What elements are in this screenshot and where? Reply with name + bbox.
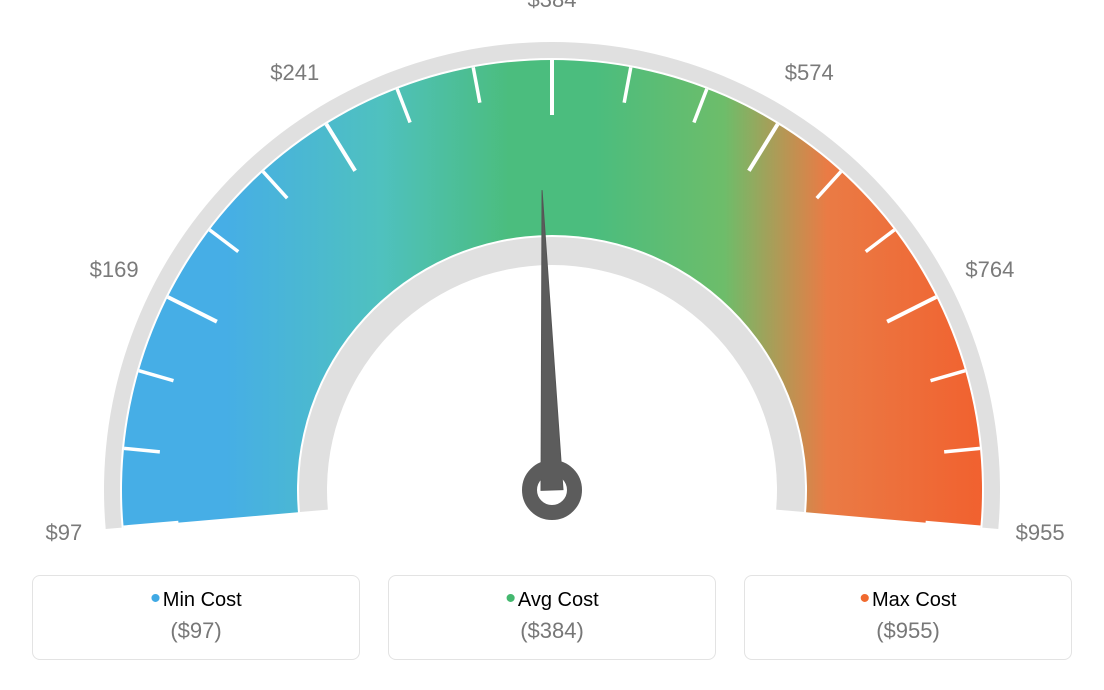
gauge-tick-label: $241 bbox=[270, 60, 319, 86]
gauge-tick-label: $169 bbox=[90, 257, 139, 283]
legend-card-min: • Min Cost ($97) bbox=[32, 575, 360, 660]
legend-avg-label: Avg Cost bbox=[518, 589, 599, 612]
gauge-svg bbox=[0, 0, 1104, 540]
cost-gauge-widget: $97 $169 $241 $384 $574 $764 $955 • Min Cost (… bbox=[0, 0, 1104, 690]
legend-card-avg: • Avg Cost ($384) bbox=[388, 575, 716, 660]
legend-max-label: Max Cost bbox=[872, 589, 956, 612]
legend-min-value: ($97) bbox=[170, 618, 221, 644]
dot-icon: • bbox=[505, 589, 516, 609]
legend-row: • Min Cost ($97) • Avg Cost ($384) • Max… bbox=[0, 560, 1104, 690]
dot-icon: • bbox=[150, 589, 161, 609]
gauge-tick-label: $955 bbox=[1016, 520, 1065, 546]
legend-avg-title: • Avg Cost bbox=[505, 589, 598, 612]
gauge-tick-label: $384 bbox=[528, 0, 577, 13]
legend-min-label: Min Cost bbox=[163, 589, 242, 612]
legend-card-max: • Max Cost ($955) bbox=[744, 575, 1072, 660]
legend-max-title: • Max Cost bbox=[860, 589, 957, 612]
legend-max-value: ($955) bbox=[876, 618, 940, 644]
legend-min-title: • Min Cost bbox=[150, 589, 241, 612]
gauge-tick-label: $97 bbox=[46, 520, 83, 546]
legend-avg-value: ($384) bbox=[520, 618, 584, 644]
gauge-tick-label: $574 bbox=[785, 60, 834, 86]
gauge-area: $97$169$241$384$574$764$955 bbox=[0, 0, 1104, 540]
dot-icon: • bbox=[860, 589, 871, 609]
gauge-tick-label: $764 bbox=[965, 257, 1014, 283]
